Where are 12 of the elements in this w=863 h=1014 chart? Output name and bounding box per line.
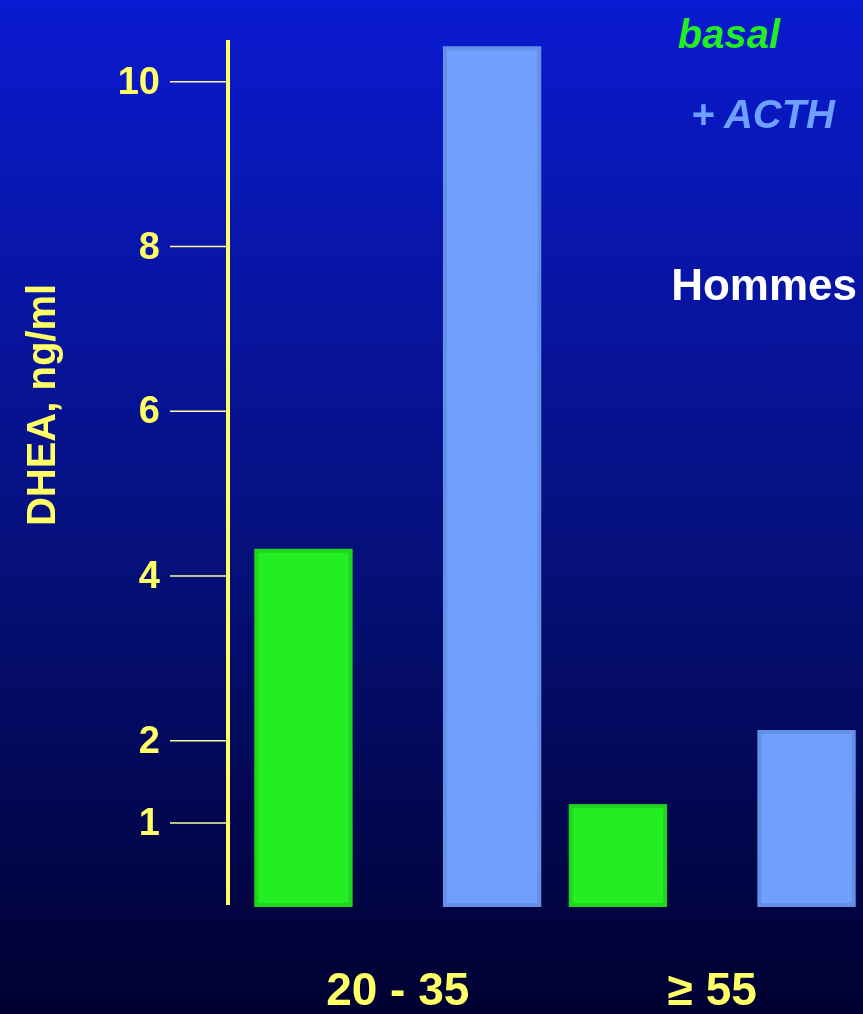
y-tick-label: 10 <box>117 59 160 102</box>
y-tick-label: 2 <box>138 718 160 761</box>
x-tick-label: ≥ 55 <box>667 963 757 1014</box>
x-tick-label: 20 - 35 <box>326 963 470 1014</box>
y-tick-label: 4 <box>138 554 160 597</box>
y-tick-label: 8 <box>138 224 160 267</box>
text: basal <box>677 12 781 56</box>
y-tick-label: 1 <box>138 801 160 844</box>
y-axis-title: DHEA, ng/ml <box>19 283 63 527</box>
y-tick-label: 6 <box>138 389 160 432</box>
annotation: Hommes <box>671 260 857 309</box>
text: + ACTH <box>690 92 837 136</box>
